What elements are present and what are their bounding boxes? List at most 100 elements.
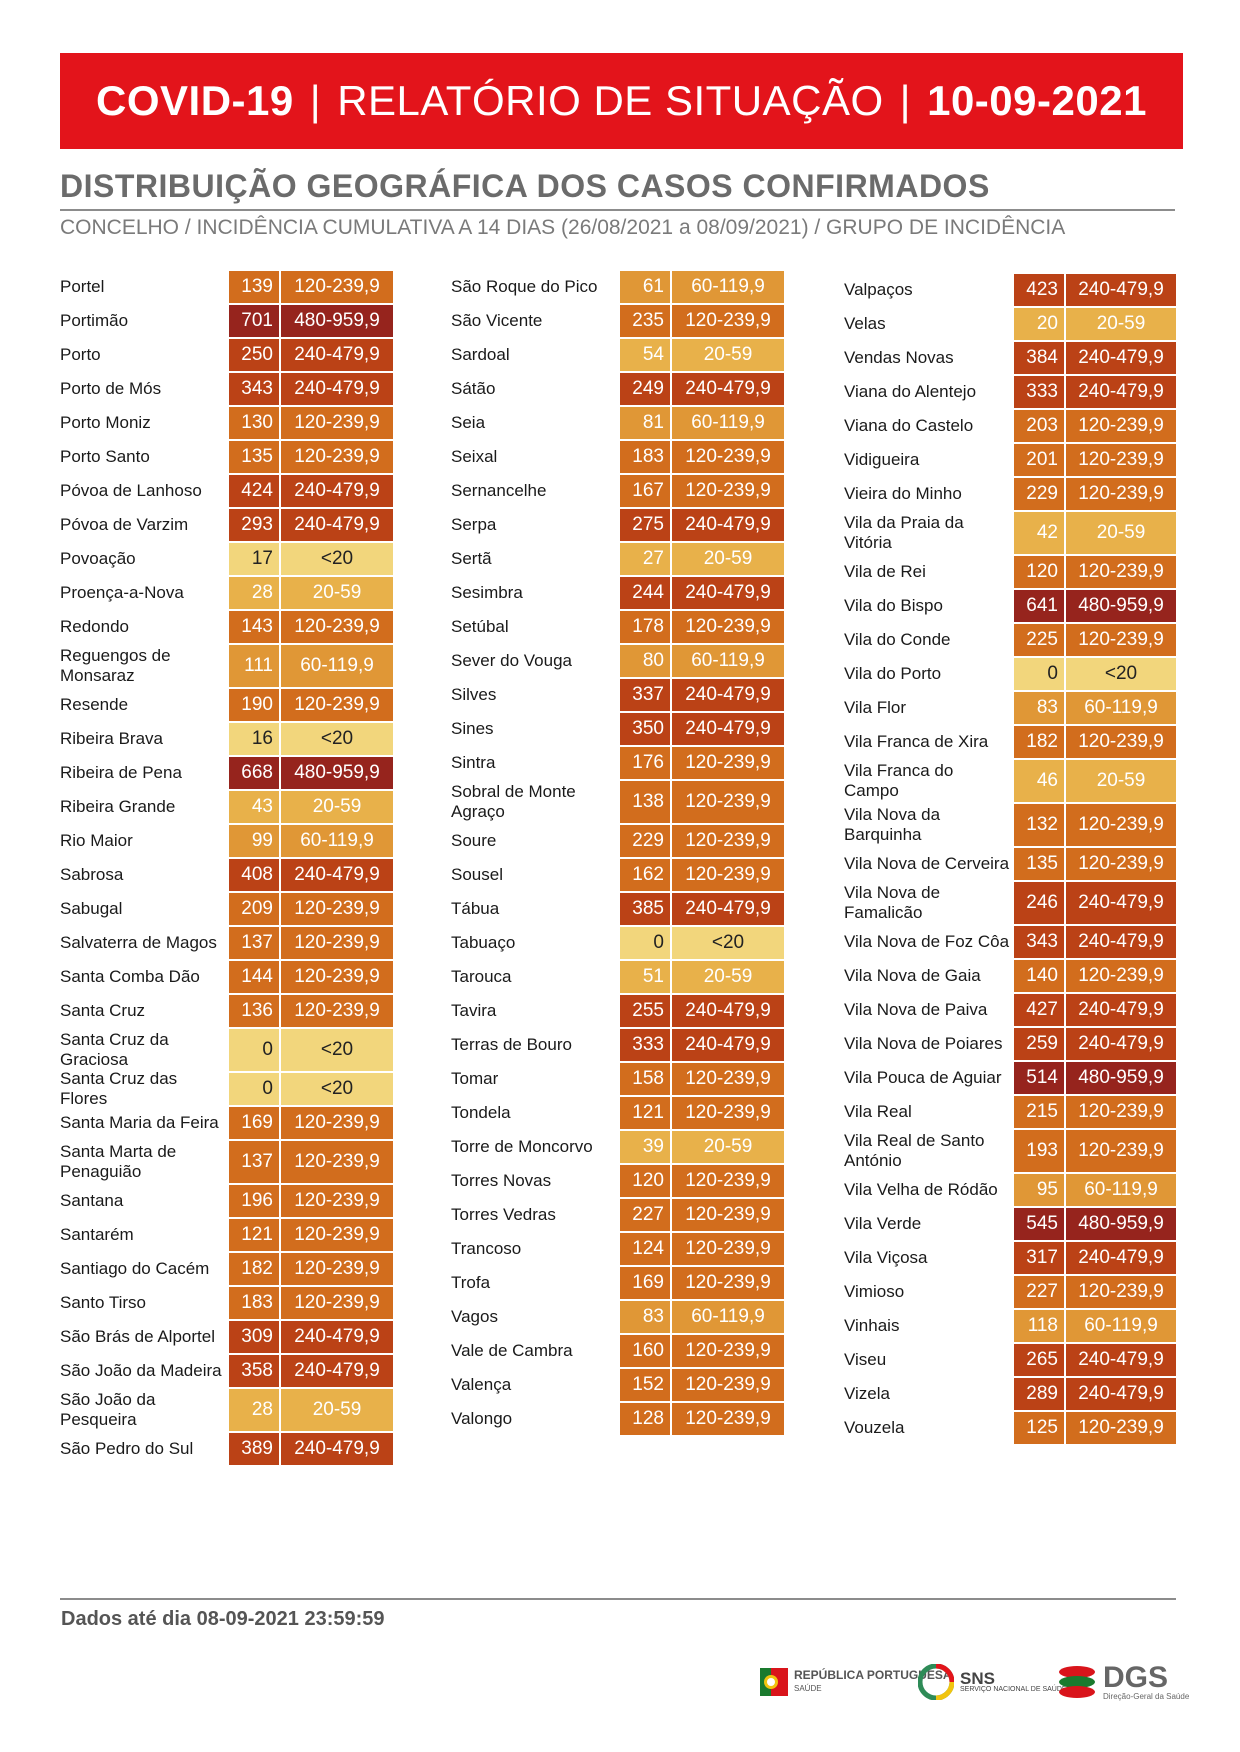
incidence-group: 120-239,9 bbox=[672, 475, 784, 507]
municipality-row: Vizela 289 240-479,9 bbox=[844, 1378, 1176, 1410]
municipality-name: Redondo bbox=[60, 617, 130, 636]
municipality-row: Vila Nova de Paiva 427 240-479,9 bbox=[844, 994, 1176, 1026]
incidence-group: 120-239,9 bbox=[672, 781, 784, 823]
municipality-name: Proença-a-Nova bbox=[60, 583, 184, 602]
incidence-value: 249 bbox=[620, 373, 670, 405]
municipality-name: Sertã bbox=[451, 549, 492, 568]
incidence-group: 20-59 bbox=[672, 1131, 784, 1163]
report-header-banner: COVID-19 | RELATÓRIO DE SITUAÇÃO | 10-09… bbox=[60, 53, 1183, 149]
incidence-value: 27 bbox=[620, 543, 670, 575]
incidence-value: 152 bbox=[620, 1369, 670, 1401]
incidence-value: 209 bbox=[229, 893, 279, 925]
municipality-row: Ribeira Grande 43 20-59 bbox=[60, 791, 393, 823]
incidence-group: 240-479,9 bbox=[1066, 882, 1176, 924]
incidence-value: 333 bbox=[620, 1029, 670, 1061]
dgs-logo-icon bbox=[1059, 1666, 1095, 1698]
municipality-row: Sines 350 240-479,9 bbox=[451, 713, 784, 745]
incidence-value: 81 bbox=[620, 407, 670, 439]
municipality-row: Vila Velha de Ródão 95 60-119,9 bbox=[844, 1174, 1176, 1206]
municipality-row: Sardoal 54 20-59 bbox=[451, 339, 784, 371]
municipality-column-1: Portel 139 120-239,9 Portimão 701 480-959,9 Po… bbox=[60, 271, 393, 1467]
municipality-column-2: São Roque do Pico 61 60-119,9 São Vicente 23… bbox=[451, 271, 784, 1437]
municipality-row: Vinhais 118 60-119,9 bbox=[844, 1310, 1176, 1342]
incidence-value: 169 bbox=[620, 1267, 670, 1299]
municipality-row: Vendas Novas 384 240-479,9 bbox=[844, 342, 1176, 374]
municipality-row: Serpa 275 240-479,9 bbox=[451, 509, 784, 541]
municipality-row: Vila do Bispo 641 480-959,9 bbox=[844, 590, 1176, 622]
municipality-name: Tábua bbox=[451, 899, 500, 918]
municipality-row: Vila Franca de Xira 182 120-239,9 bbox=[844, 726, 1176, 758]
municipality-name: Vouzela bbox=[844, 1418, 905, 1437]
incidence-value: 136 bbox=[229, 995, 279, 1027]
incidence-group: 20-59 bbox=[1066, 308, 1176, 340]
incidence-group: 120-239,9 bbox=[672, 825, 784, 857]
municipality-name: Torre de Moncorvo bbox=[451, 1137, 593, 1156]
municipality-row: Porto Moniz 130 120-239,9 bbox=[60, 407, 393, 439]
municipality-row: Vila Nova de Gaia 140 120-239,9 bbox=[844, 960, 1176, 992]
municipality-row: Vimioso 227 120-239,9 bbox=[844, 1276, 1176, 1308]
incidence-value: 120 bbox=[1014, 556, 1064, 588]
incidence-value: 229 bbox=[1014, 478, 1064, 510]
incidence-group: 120-239,9 bbox=[281, 271, 393, 303]
incidence-group: 240-479,9 bbox=[1066, 274, 1176, 306]
incidence-group: 240-479,9 bbox=[1066, 1378, 1176, 1410]
incidence-group: 120-239,9 bbox=[281, 927, 393, 959]
municipality-name: Vila Nova da Barquinha bbox=[844, 805, 941, 844]
report-title-covid: COVID-19 bbox=[96, 77, 294, 124]
municipality-name: Santa Cruz bbox=[60, 1001, 146, 1020]
municipality-name: Seixal bbox=[451, 447, 498, 466]
municipality-row: Vila Real 215 120-239,9 bbox=[844, 1096, 1176, 1128]
incidence-group: 240-479,9 bbox=[1066, 1344, 1176, 1376]
municipality-name: Ribeira Brava bbox=[60, 729, 163, 748]
municipality-row: Sabrosa 408 240-479,9 bbox=[60, 859, 393, 891]
municipality-row: Redondo 143 120-239,9 bbox=[60, 611, 393, 643]
municipality-name: Vila do Conde bbox=[844, 630, 951, 649]
incidence-group: 240-479,9 bbox=[672, 373, 784, 405]
incidence-value: 215 bbox=[1014, 1096, 1064, 1128]
incidence-group: <20 bbox=[281, 1073, 393, 1105]
municipality-row: Seia 81 60-119,9 bbox=[451, 407, 784, 439]
municipality-name: Portimão bbox=[60, 311, 129, 330]
incidence-group: 120-239,9 bbox=[1066, 848, 1176, 880]
municipality-row: Povoação 17 <20 bbox=[60, 543, 393, 575]
municipality-name: Vila Viçosa bbox=[844, 1248, 928, 1267]
incidence-value: 183 bbox=[620, 441, 670, 473]
section-title: DISTRIBUIÇÃO GEOGRÁFICA DOS CASOS CONFIR… bbox=[60, 168, 1175, 211]
republica-portuguesa-emblem-icon bbox=[760, 1668, 788, 1696]
municipality-name: Porto Santo bbox=[60, 447, 150, 466]
municipality-name: Vila Nova de Cerveira bbox=[844, 854, 1010, 873]
municipality-row: Sousel 162 120-239,9 bbox=[451, 859, 784, 891]
incidence-group: 60-119,9 bbox=[281, 645, 393, 687]
incidence-group: 480-959,9 bbox=[1066, 1208, 1176, 1240]
incidence-value: 265 bbox=[1014, 1344, 1064, 1376]
municipality-row: Reguengos de Monsaraz 111 60-119,9 bbox=[60, 645, 393, 687]
incidence-value: 83 bbox=[1014, 692, 1064, 724]
municipality-row: Póvoa de Varzim 293 240-479,9 bbox=[60, 509, 393, 541]
incidence-value: 167 bbox=[620, 475, 670, 507]
municipality-row: Vila do Conde 225 120-239,9 bbox=[844, 624, 1176, 656]
municipality-row: Viana do Alentejo 333 240-479,9 bbox=[844, 376, 1176, 408]
municipality-name: Vale de Cambra bbox=[451, 1341, 573, 1360]
municipality-row: Vieira do Minho 229 120-239,9 bbox=[844, 478, 1176, 510]
incidence-value: 130 bbox=[229, 407, 279, 439]
incidence-value: 139 bbox=[229, 271, 279, 303]
incidence-value: 343 bbox=[229, 373, 279, 405]
incidence-group: 480-959,9 bbox=[281, 305, 393, 337]
municipality-name: Vila da Praia da Vitória bbox=[844, 513, 964, 552]
incidence-group: 240-479,9 bbox=[672, 995, 784, 1027]
municipality-name: São Roque do Pico bbox=[451, 277, 598, 296]
incidence-value: 343 bbox=[1014, 926, 1064, 958]
municipality-row: São João da Madeira 358 240-479,9 bbox=[60, 1355, 393, 1387]
municipality-name: Vizela bbox=[844, 1384, 890, 1403]
municipality-name: Seia bbox=[451, 413, 486, 432]
municipality-row: Santa Comba Dão 144 120-239,9 bbox=[60, 961, 393, 993]
municipality-name: São João da Pesqueira bbox=[60, 1390, 156, 1429]
incidence-group: 60-119,9 bbox=[672, 271, 784, 303]
incidence-value: 190 bbox=[229, 689, 279, 721]
title-separator-2: | bbox=[899, 77, 912, 124]
incidence-group: <20 bbox=[1066, 658, 1176, 690]
incidence-group: 240-479,9 bbox=[672, 577, 784, 609]
incidence-value: 408 bbox=[229, 859, 279, 891]
municipality-name: Sátão bbox=[451, 379, 496, 398]
municipality-name: São Vicente bbox=[451, 311, 543, 330]
